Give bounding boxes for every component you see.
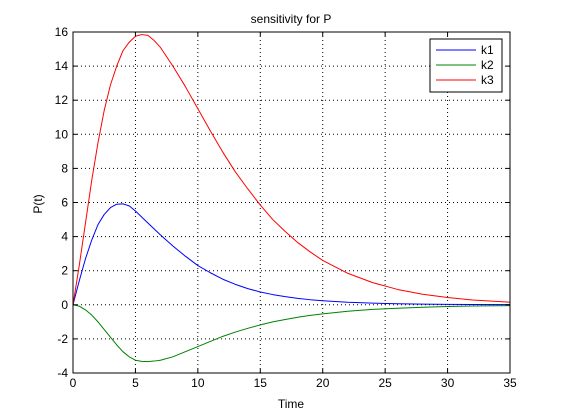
x-tick-label: 5 — [132, 376, 139, 390]
y-axis-label: P(t) — [31, 194, 45, 213]
x-tick-label: 20 — [316, 376, 330, 390]
x-tick-label: 0 — [70, 376, 77, 390]
y-tick-label: -2 — [57, 332, 68, 346]
series-lines — [72, 34, 511, 363]
y-tick-label: 8 — [61, 161, 68, 175]
grid — [73, 32, 510, 373]
y-tick-label: 0 — [61, 298, 68, 312]
y-tick-label: 16 — [55, 25, 69, 39]
y-tick-label: 6 — [61, 196, 68, 210]
y-tick-label: 4 — [61, 230, 68, 244]
series-line-k1 — [72, 203, 511, 306]
y-tick-label: 14 — [55, 59, 69, 73]
y-tick-label: -4 — [57, 366, 68, 380]
axis-ticks: 0 5 10 15 20 25 30 35 -4 -2 0 2 4 6 8 10 12 14 16 — [55, 25, 517, 390]
legend-label-k3: k3 — [481, 73, 494, 87]
x-tick-label: 25 — [378, 376, 392, 390]
x-tick-label: 35 — [503, 376, 517, 390]
x-axis-label: Time — [278, 397, 305, 411]
y-tick-label: 12 — [55, 93, 69, 107]
legend-label-k2: k2 — [481, 58, 494, 72]
x-tick-label: 30 — [441, 376, 455, 390]
x-tick-label: 10 — [191, 376, 205, 390]
legend-label-k1: k1 — [481, 43, 494, 57]
y-tick-label: 10 — [55, 127, 69, 141]
y-tick-label: 2 — [61, 264, 68, 278]
series-line-k3 — [72, 34, 511, 305]
x-tick-label: 15 — [254, 376, 268, 390]
chart-title: sensitivity for P — [251, 12, 332, 26]
series-line-k2 — [72, 304, 511, 363]
